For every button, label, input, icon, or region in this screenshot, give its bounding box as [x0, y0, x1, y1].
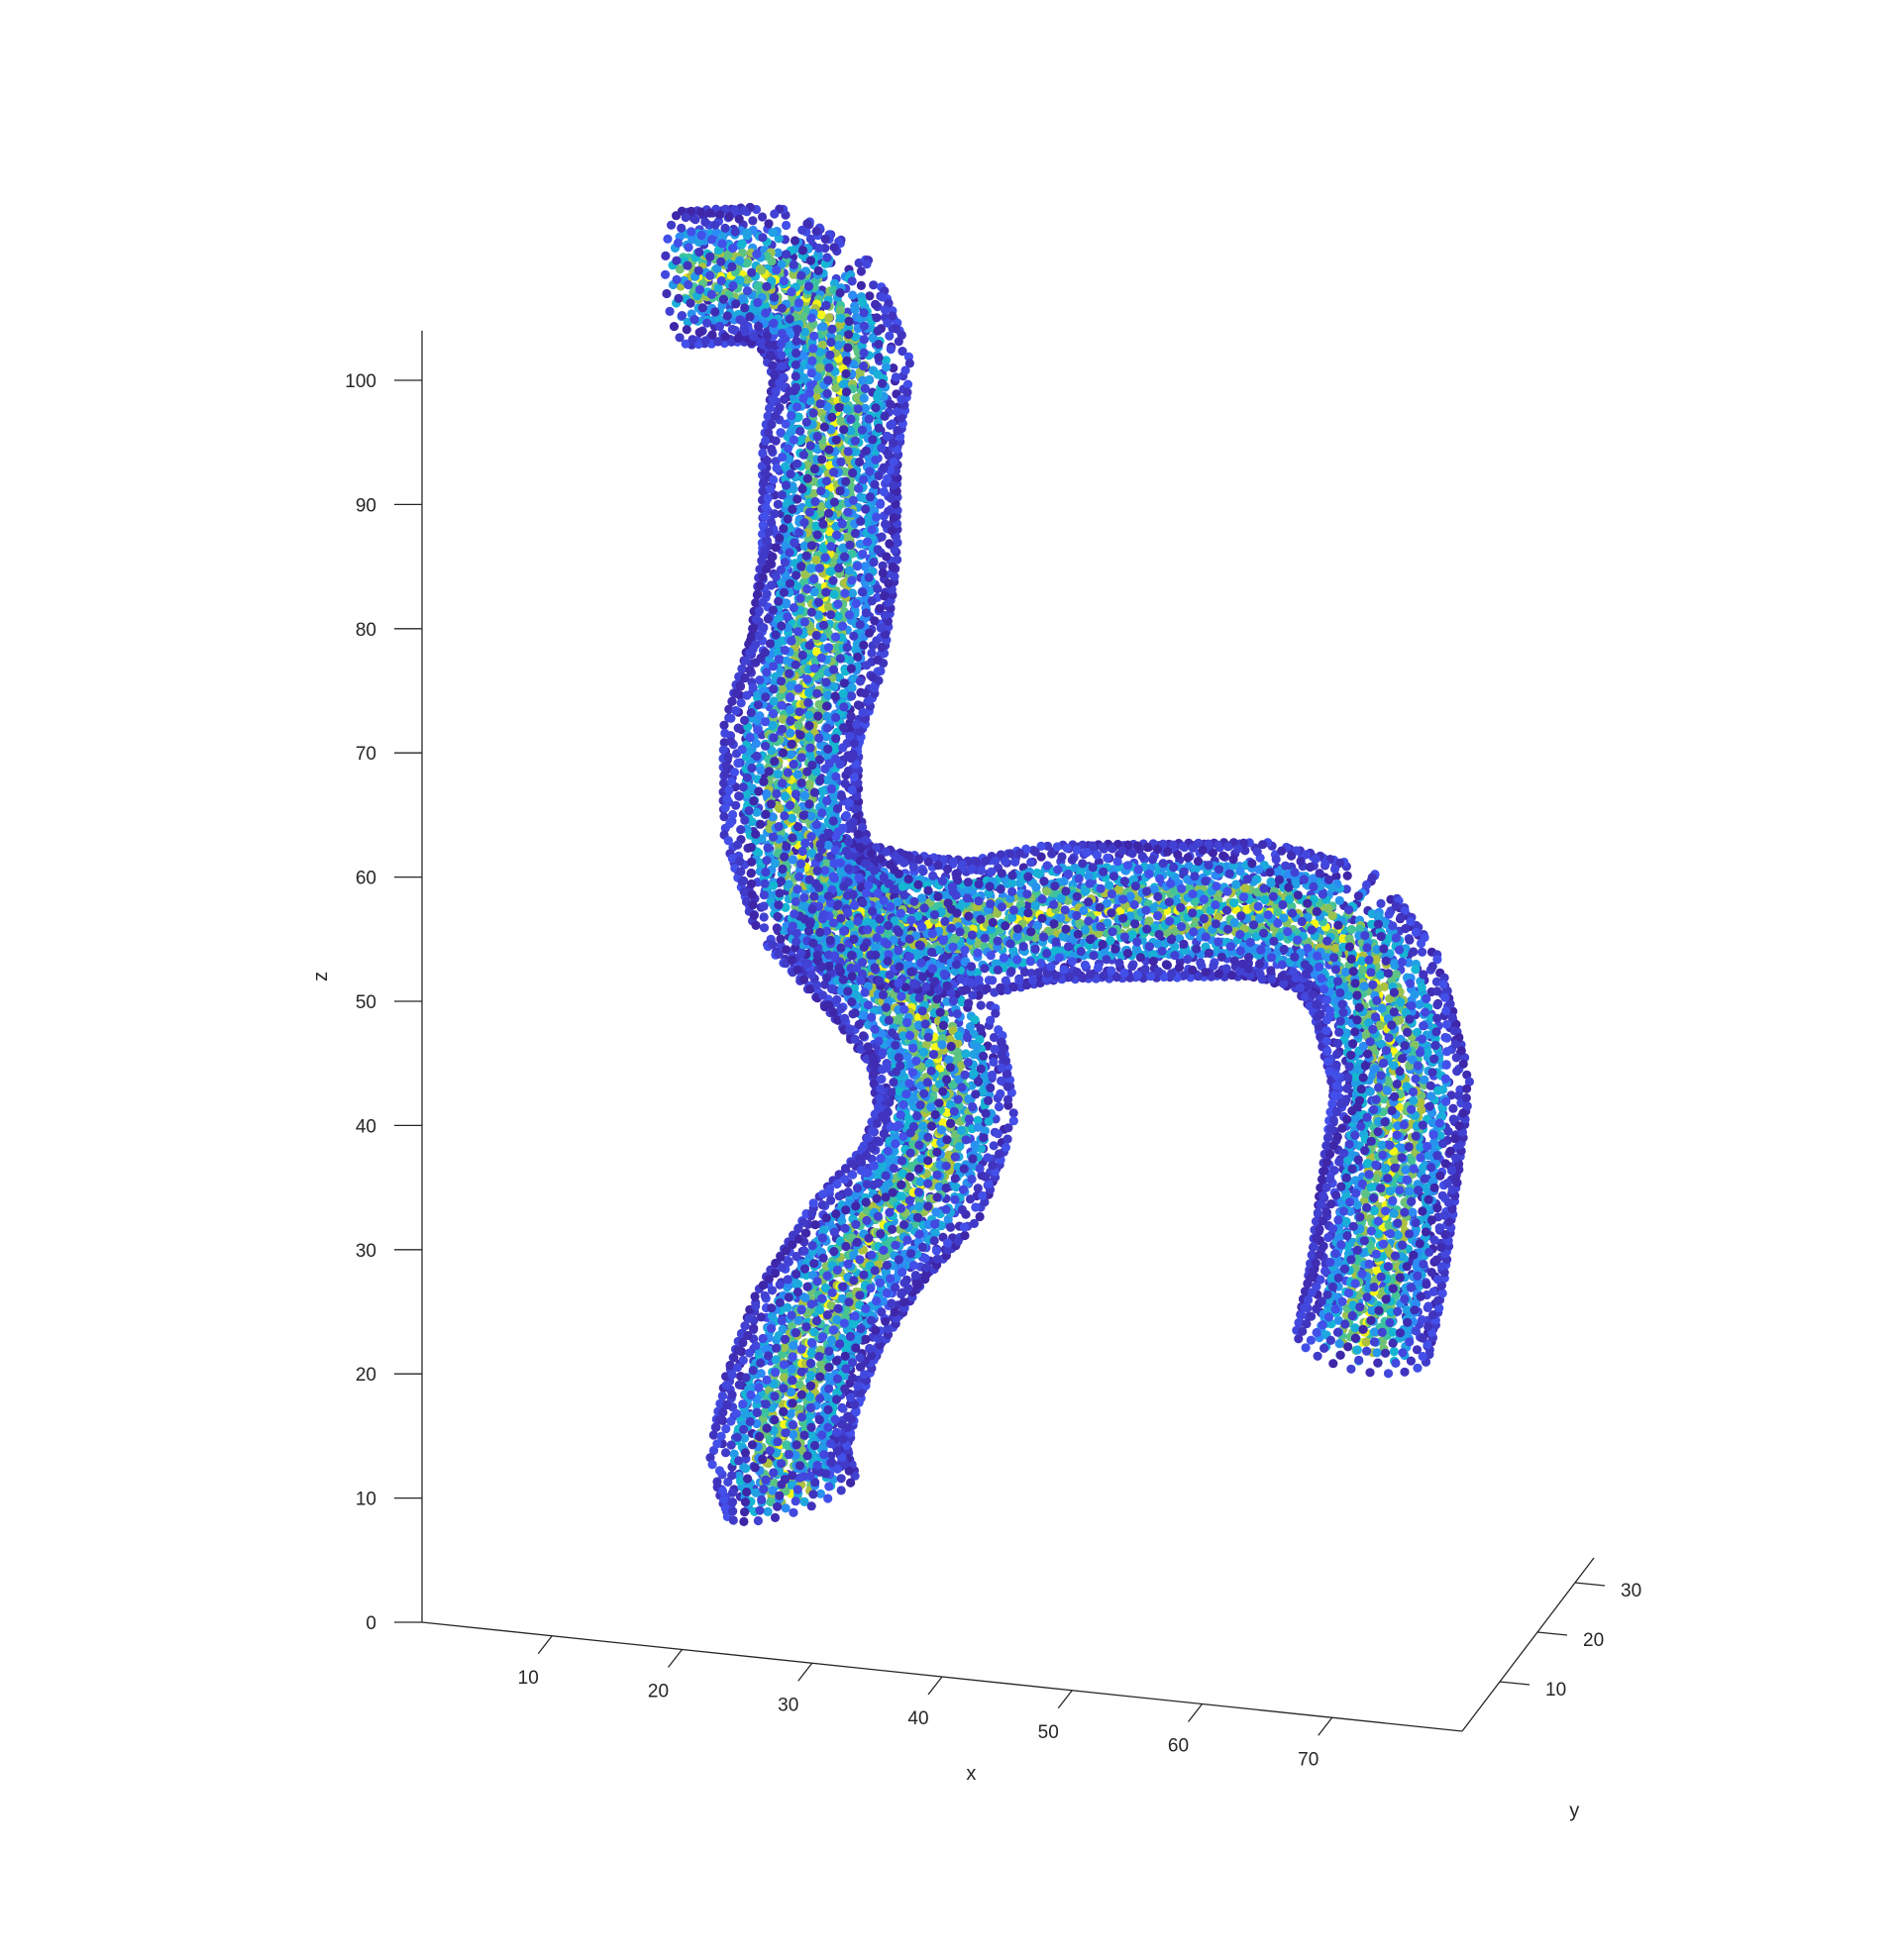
data-point [972, 857, 981, 866]
data-point [748, 216, 757, 225]
data-point [890, 572, 898, 581]
data-point [1133, 842, 1142, 851]
data-point [1411, 965, 1420, 974]
data-point [892, 324, 900, 333]
data-point [758, 212, 767, 221]
data-point [861, 836, 870, 845]
data-point [705, 209, 714, 218]
data-point [848, 683, 857, 692]
data-point [1312, 855, 1320, 864]
data-point [1449, 1026, 1458, 1035]
data-point [878, 292, 887, 301]
data-point [812, 227, 821, 236]
data-point [997, 1038, 1005, 1047]
data-points [661, 203, 1474, 1526]
data-point [1448, 1104, 1457, 1113]
data-point [869, 280, 878, 289]
data-point [1098, 843, 1107, 852]
data-point [977, 1001, 986, 1010]
data-point [740, 206, 749, 215]
data-point [1418, 982, 1426, 991]
data-point [902, 388, 911, 397]
data-point [1459, 1060, 1468, 1069]
data-point [1223, 842, 1232, 851]
data-point [742, 229, 751, 238]
data-point [1003, 1135, 1012, 1144]
data-point [672, 211, 681, 220]
data-point [1392, 901, 1401, 910]
data-point [1418, 948, 1426, 957]
data-point [1440, 993, 1449, 1002]
data-point [865, 291, 874, 300]
data-point [1002, 1143, 1010, 1152]
data-point [1462, 1093, 1471, 1102]
data-point [782, 221, 791, 230]
data-point [1240, 883, 1249, 892]
data-point [1368, 873, 1377, 881]
data-point [1143, 843, 1152, 852]
data-point [696, 207, 705, 216]
data-point [1376, 899, 1385, 908]
data-point [924, 858, 933, 867]
data-point [949, 858, 958, 867]
data-point [1439, 980, 1448, 988]
data-point [1015, 849, 1024, 858]
data-point [903, 380, 912, 389]
data-point [768, 228, 777, 237]
data-point [1347, 925, 1356, 934]
data-point [857, 281, 866, 290]
data-point [914, 855, 923, 864]
data-point [990, 1141, 999, 1150]
data-point [1277, 847, 1286, 856]
data-point [858, 297, 867, 306]
data-point [1335, 896, 1344, 905]
data-point [1179, 842, 1188, 851]
data-point [1108, 844, 1116, 853]
data-point [821, 235, 830, 244]
data-point [862, 259, 871, 268]
data-point [1412, 928, 1421, 937]
data-point [1374, 911, 1383, 920]
data-point [1005, 849, 1014, 858]
data-point [882, 362, 891, 371]
data-point [1063, 844, 1072, 853]
data-point [1343, 872, 1352, 880]
data-point [1214, 841, 1222, 850]
data-point [848, 290, 857, 299]
